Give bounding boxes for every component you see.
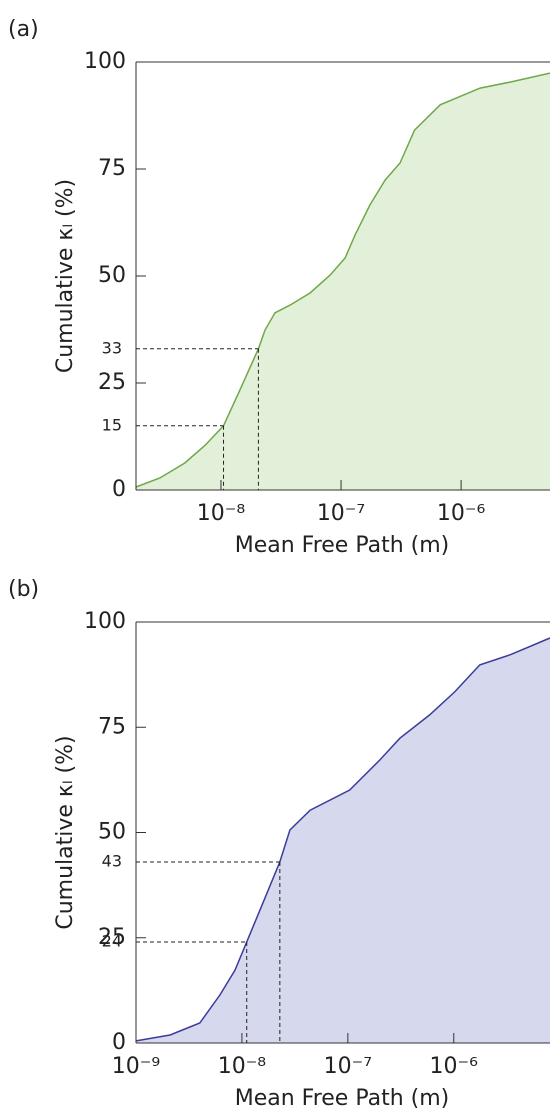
x-tick-label: 10⁻⁷	[317, 501, 365, 526]
x-tick-label: 10⁻⁹	[112, 1054, 160, 1079]
y-axis-label: Cumulative κₗ (%)	[53, 179, 78, 373]
y-tick-label: 0	[112, 477, 126, 502]
x-tick-label: 10⁻⁷	[324, 1054, 372, 1079]
y-tick-label: 25	[98, 925, 126, 950]
x-axis-label: Mean Free Path (m)	[235, 1086, 450, 1111]
y-tick-label: 100	[84, 49, 126, 74]
area-fill	[136, 73, 550, 490]
y-tick-label: 25	[98, 370, 126, 395]
x-tick-label: 10⁻⁶	[430, 1054, 479, 1079]
y-tick-label: 0	[112, 1030, 126, 1055]
x-tick-label: 10⁻⁶	[437, 501, 486, 526]
y-axis-label: Cumulative κₗ (%)	[53, 735, 78, 929]
panel-label: (b)	[8, 577, 39, 602]
x-axis-label: Mean Free Path (m)	[235, 533, 450, 558]
panel-label: (a)	[8, 17, 39, 42]
y-tick-label: 75	[98, 714, 126, 739]
curve	[135, 72, 550, 488]
curve	[135, 637, 550, 1042]
annotation-label: 33	[102, 338, 122, 357]
y-tick-label: 100	[84, 609, 126, 634]
x-tick-label: 10⁻⁸	[197, 501, 246, 526]
x-tick-label: 10⁻⁸	[218, 1054, 267, 1079]
y-tick-label: 75	[98, 156, 126, 181]
annotation-label: 43	[102, 851, 122, 870]
annotation-label: 15	[102, 415, 122, 434]
annotation-label: 24	[102, 931, 122, 950]
y-tick-label: 50	[98, 820, 126, 845]
area-fill	[136, 638, 550, 1043]
y-tick-label: 50	[98, 263, 126, 288]
